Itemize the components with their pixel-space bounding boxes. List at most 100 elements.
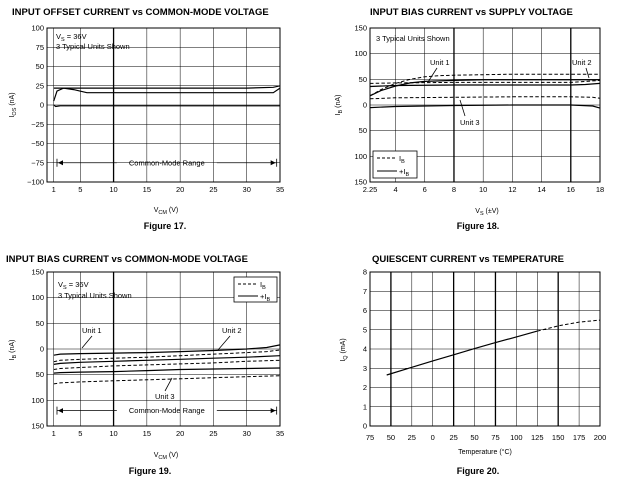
x-tick-label: 75 [366, 433, 374, 442]
y-tick-labels: 150 100 50 0 50 100 150 [31, 268, 44, 431]
y-tick-label: 100 [31, 24, 44, 33]
x-tick-label: 175 [573, 433, 586, 442]
range-label: Common-Mode Range [129, 158, 205, 167]
range-arrowhead-left [57, 160, 63, 166]
y-tick-label: 100 [354, 152, 367, 161]
callout-leader [217, 335, 231, 351]
x-tick-label: 1 [52, 429, 56, 438]
x-tick-label: 1 [52, 185, 56, 194]
y-tick-label: 2 [363, 383, 367, 392]
unit-3-callout: Unit 3 [155, 377, 175, 401]
y-tick-label: −25 [31, 120, 44, 129]
common-mode-range-arrow [56, 406, 278, 415]
annotation-units: 3 Typical Units Shown [56, 42, 130, 51]
figure-20: QUIESCENT CURRENT vs TEMPERATURE 8 7 6 5 4 3 2… [340, 254, 606, 476]
series-group [369, 73, 601, 109]
annotation-units: 3 Typical Units Shown [376, 34, 450, 43]
unit-label: Unit 2 [222, 326, 242, 335]
x-tick-label: 18 [596, 185, 604, 194]
x-tick-label: 15 [143, 185, 151, 194]
series-line [53, 344, 281, 356]
series-line [369, 96, 601, 100]
y-tick-label: 0 [363, 422, 367, 431]
x-axis-label: Temperature (°C) [458, 448, 512, 456]
legend-box [372, 150, 418, 179]
x-tick-labels: 75 50 25 0 25 50 75 100 125 150 175 200 [366, 433, 606, 442]
callout-leader [427, 67, 438, 83]
annotation-supply: VS = 36V [56, 32, 87, 43]
y-tick-label: 0 [363, 101, 367, 110]
x-tick-label: 30 [243, 429, 251, 438]
x-tick-label: 25 [209, 429, 217, 438]
figure-18: INPUT BIAS CURRENT vs SUPPLY VOLTAGE 150… [335, 7, 604, 231]
series-line [53, 85, 281, 89]
series-group [53, 85, 281, 108]
callout-leader [164, 377, 173, 392]
y-axis-label: IB (nA) [9, 340, 18, 361]
annotation-units: 3 Typical Units Shown [58, 291, 132, 300]
unit-3-callout: Unit 3 [459, 99, 480, 127]
legend: IB +IB [233, 276, 278, 303]
x-tick-label: 35 [276, 429, 284, 438]
x-tick-label: 150 [552, 433, 565, 442]
x-tick-label: 0 [431, 433, 435, 442]
y-tick-label: 75 [36, 43, 44, 52]
series-line [369, 82, 601, 88]
x-tick-label: 200 [594, 433, 607, 442]
y-tick-label: −50 [31, 139, 44, 148]
series-group [386, 319, 601, 376]
y-tick-label: 100 [354, 49, 367, 58]
x-tick-label: 20 [176, 429, 184, 438]
x-tick-label: 75 [491, 433, 499, 442]
unit-label: Unit 3 [155, 392, 175, 401]
x-axis-label: VCM (V) [154, 452, 179, 461]
series-line [53, 355, 281, 365]
y-tick-label: 50 [36, 62, 44, 71]
figure-caption: Figure 20. [457, 466, 500, 476]
x-tick-label: 10 [479, 185, 487, 194]
y-tick-label: 25 [36, 81, 44, 90]
series-line [53, 375, 281, 385]
common-mode-range-arrow [56, 158, 278, 167]
unit-label: Unit 3 [460, 118, 480, 127]
series-line [386, 330, 538, 376]
range-arrowhead-left [57, 408, 63, 414]
y-tick-label: 50 [36, 319, 44, 328]
x-tick-label: 5 [78, 185, 82, 194]
callout-leader [585, 67, 590, 79]
x-tick-label: 8 [452, 185, 456, 194]
y-tick-label: 50 [36, 370, 44, 379]
y-tick-label: 50 [359, 75, 367, 84]
legend-label-plus-ib: +IB [260, 292, 270, 303]
grid [370, 272, 600, 426]
x-tick-label: 5 [78, 429, 82, 438]
x-tick-label: 4 [393, 185, 397, 194]
y-axis-label: IQ (mA) [340, 338, 349, 361]
x-axis-label: VCM (V) [154, 207, 179, 216]
x-tick-label: 10 [109, 429, 117, 438]
figure-17: INPUT OFFSET CURRENT vs COMMON-MODE VOLT… [9, 7, 284, 231]
y-tick-label: 0 [40, 345, 44, 354]
chart-title: INPUT OFFSET CURRENT vs COMMON-MODE VOLT… [12, 7, 269, 18]
unit-2-callout: Unit 2 [572, 58, 592, 79]
y-tick-label: 150 [354, 24, 367, 33]
y-tick-labels: 100 75 50 25 0 −25 −50 −75 −100 [27, 24, 44, 187]
figure-caption: Figure 18. [457, 221, 500, 231]
y-tick-label: −75 [31, 158, 44, 167]
x-tick-label: 25 [449, 433, 457, 442]
legend-box [233, 276, 278, 303]
series-line [53, 367, 281, 374]
y-tick-labels: 8 7 6 5 4 3 2 1 0 [363, 268, 367, 431]
x-tick-label: 12 [508, 185, 516, 194]
unit-2-callout: Unit 2 [217, 326, 242, 351]
x-tick-label: 20 [176, 185, 184, 194]
y-tick-label: 150 [354, 178, 367, 187]
series-line [369, 104, 601, 109]
y-axis-label: IOS (nA) [9, 92, 18, 117]
annotation-supply: VS = 36V [58, 280, 89, 291]
range-arrowhead-right [270, 160, 276, 166]
y-tick-label: 5 [363, 325, 367, 334]
figure-19: INPUT BIAS CURRENT vs COMMON-MODE VOLTAG… [6, 254, 284, 476]
series-group [53, 344, 281, 385]
